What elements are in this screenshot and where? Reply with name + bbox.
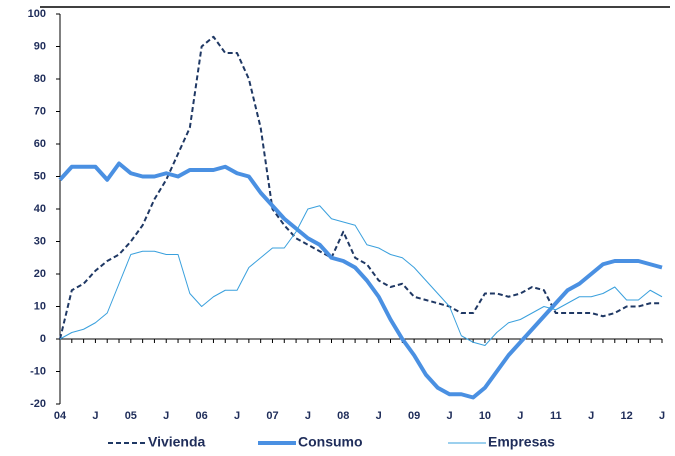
legend-label: Vivienda [148, 434, 206, 450]
x-tick-label: 05 [125, 410, 137, 422]
y-tick-label: -10 [30, 365, 46, 377]
x-tick-label: J [234, 410, 240, 422]
x-tick-label: J [517, 410, 523, 422]
x-tick-label: J [163, 410, 169, 422]
y-tick-label: 40 [34, 203, 46, 215]
x-tick-label: 07 [266, 410, 278, 422]
x-tick-label: J [92, 410, 98, 422]
series-line [58, 161, 663, 400]
x-tick-label: J [376, 410, 382, 422]
y-tick-label: 0 [40, 333, 46, 345]
y-tick-label: 30 [34, 235, 46, 247]
x-tick-label: 10 [479, 410, 491, 422]
x-tick-label: 08 [337, 410, 349, 422]
legend-label: Empresas [488, 434, 555, 450]
x-tick-label: J [659, 410, 665, 422]
y-tick-label: 60 [34, 138, 46, 150]
y-tick-label: -20 [30, 398, 46, 410]
x-tick-label: J [305, 410, 311, 422]
legend-label: Consumo [298, 434, 363, 450]
x-tick-label: 09 [408, 410, 420, 422]
x-tick-label: 04 [54, 410, 67, 422]
x-tick-label: J [588, 410, 594, 422]
y-tick-label: 80 [34, 73, 46, 85]
series-line [59, 205, 663, 346]
y-tick-label: 10 [34, 300, 46, 312]
y-tick-label: 50 [34, 170, 46, 182]
series-line [59, 35, 662, 340]
x-tick-label: 11 [550, 410, 562, 422]
x-tick-label: J [446, 410, 452, 422]
y-tick-label: 100 [28, 8, 46, 20]
y-tick-label: 90 [34, 40, 46, 52]
x-tick-label: 06 [196, 410, 208, 422]
y-tick-label: 20 [34, 268, 46, 280]
y-tick-label: 70 [34, 105, 46, 117]
legend: Vivienda Consumo Empresas [108, 434, 555, 450]
x-tick-label: 12 [620, 410, 632, 422]
